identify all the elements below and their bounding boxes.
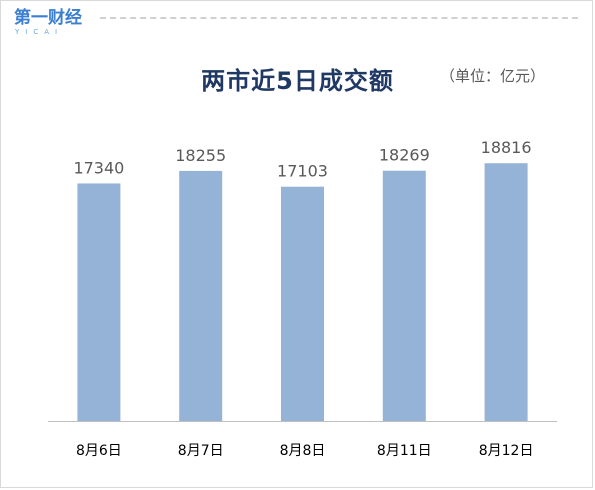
category-label-1: 8月6日	[76, 443, 122, 459]
value-label-4: 18269	[379, 146, 430, 165]
value-label-3: 17103	[277, 162, 328, 181]
value-label-1: 17340	[73, 158, 124, 177]
logo-text: 第一财经	[14, 8, 82, 28]
chart-title: 两市近5日成交额	[201, 67, 394, 95]
value-label-5: 18816	[481, 138, 532, 157]
category-label-5: 8月12日	[479, 443, 534, 459]
logo-subtext: YICAI	[15, 28, 64, 36]
bar-3	[281, 186, 324, 421]
header-divider	[100, 17, 578, 19]
category-label-3: 8月8日	[280, 443, 326, 459]
bar-2	[179, 170, 223, 421]
category-label-4: 8月11日	[377, 443, 432, 459]
bars-group	[77, 163, 528, 421]
bar-4	[382, 170, 426, 421]
value-label-2: 18255	[175, 146, 226, 165]
unit-label: （单位：亿元）	[440, 67, 546, 85]
bar-1	[77, 183, 121, 421]
yicai-logo: 第一财经 YICAI	[14, 9, 94, 37]
bar-5	[484, 163, 528, 421]
category-labels-group: 8月6日 8月7日 8月8日 8月11日 8月12日	[76, 443, 533, 459]
category-label-2: 8月7日	[178, 443, 224, 459]
value-labels-group: 17340 18255 17103 18269 18816	[73, 138, 531, 180]
